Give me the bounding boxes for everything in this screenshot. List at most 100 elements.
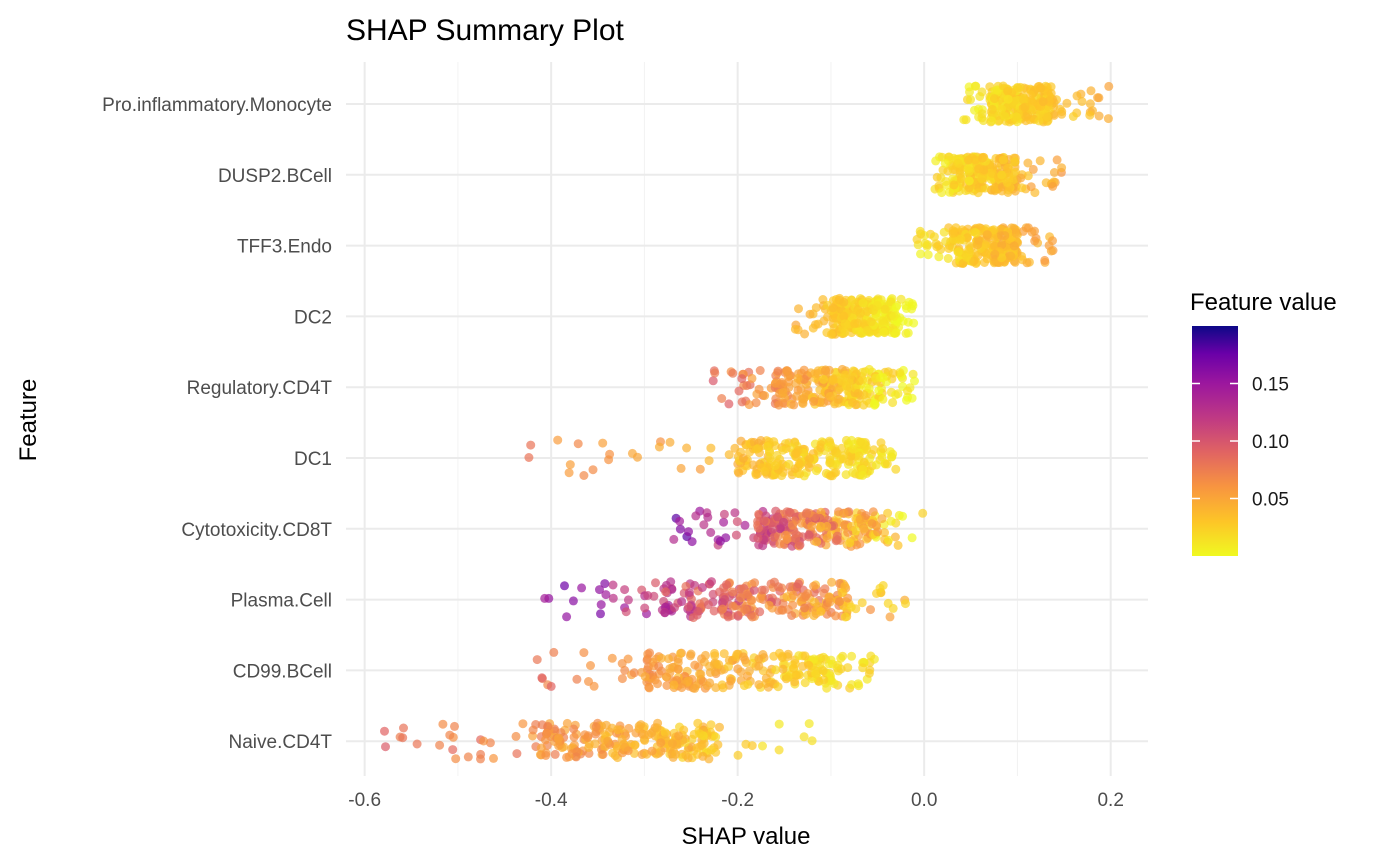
shap-point [754, 680, 764, 690]
shap-point [912, 234, 922, 244]
shap-point [939, 227, 949, 237]
shap-point [800, 603, 810, 613]
shap-point [773, 682, 783, 692]
shap-point [874, 386, 884, 396]
shap-point [524, 453, 534, 462]
shap-point [540, 593, 550, 603]
shap-point [825, 458, 835, 468]
shap-point [696, 669, 706, 679]
shap-point [813, 369, 823, 378]
shap-point [832, 535, 842, 545]
shap-point [784, 459, 794, 469]
shap-point [819, 652, 828, 662]
shap-point [601, 590, 611, 600]
shap-point [687, 537, 697, 547]
shap-point [826, 440, 836, 450]
shap-point [662, 681, 672, 690]
shap-point [1062, 98, 1072, 108]
shap-point [613, 725, 623, 735]
shap-point [834, 385, 844, 395]
shap-point [537, 720, 547, 730]
y-tick-label: DC1 [294, 449, 332, 470]
shap-point [805, 309, 815, 319]
shap-point [772, 450, 782, 460]
shap-point [722, 580, 731, 590]
shap-point [711, 732, 721, 742]
shap-point [761, 673, 771, 683]
shap-point [970, 105, 979, 115]
shap-point [710, 648, 719, 658]
shap-point [751, 398, 761, 408]
shap-point [839, 297, 849, 307]
shap-point [665, 664, 675, 674]
shap-point [840, 327, 850, 337]
shap-point [816, 440, 826, 450]
legend-tick-label: 0.05 [1252, 490, 1289, 511]
shap-point [661, 587, 671, 597]
y-tick-label: Naive.CD4T [229, 732, 333, 753]
shap-point [595, 585, 604, 595]
shap-point [932, 172, 942, 182]
shap-point [839, 311, 849, 321]
shap-point [398, 733, 408, 743]
shap-point [804, 719, 814, 729]
shap-point [833, 394, 843, 404]
shap-point [819, 374, 828, 384]
shap-point [617, 734, 627, 744]
shap-point [740, 520, 750, 530]
shap-point [788, 600, 798, 610]
y-tick-labels: Pro.inflammatory.Monocyte DUSP2.BCell TFF3… [102, 95, 332, 753]
shap-point [898, 511, 908, 521]
shap-point [791, 670, 801, 680]
shap-point [674, 731, 684, 741]
shap-point [977, 113, 987, 123]
shap-point [1023, 158, 1033, 168]
shap-point [742, 590, 752, 600]
shap-point [603, 736, 613, 746]
shap-point [654, 662, 664, 671]
shap-point [579, 471, 589, 480]
shap-point [651, 578, 660, 588]
shap-point [526, 440, 536, 450]
y-tick-label: DUSP2.BCell [218, 166, 332, 187]
shap-point [1003, 86, 1013, 96]
shap-point [789, 400, 799, 410]
y-tick-label: Pro.inflammatory.Monocyte [102, 95, 332, 116]
shap-point [1068, 112, 1078, 121]
shap-point [778, 388, 788, 397]
shap-point [690, 683, 700, 693]
shap-point [965, 87, 974, 97]
shap-point [903, 386, 912, 396]
shap-point [990, 94, 999, 104]
shap-point [907, 533, 917, 543]
shap-point [909, 318, 919, 328]
shap-point [871, 460, 881, 470]
shap-point [809, 611, 819, 621]
shap-point [787, 520, 797, 530]
shap-point [845, 373, 855, 383]
shap-point [604, 455, 614, 465]
shap-point [826, 329, 836, 339]
shap-point [816, 607, 826, 616]
shap-point [512, 749, 522, 759]
shap-point [791, 534, 801, 543]
shap-point [620, 742, 630, 752]
shap-point [623, 595, 633, 605]
shap-point [969, 256, 978, 266]
shap-point [769, 577, 779, 587]
shap-point [676, 648, 685, 658]
shap-point [660, 728, 670, 738]
x-tick-label: -0.4 [535, 790, 568, 811]
shap-point [955, 169, 965, 179]
shap-point [878, 316, 887, 326]
shap-point [669, 680, 679, 690]
shap-point [820, 584, 830, 594]
shap-point [714, 660, 724, 669]
shap-point [708, 376, 718, 386]
shap-point [650, 675, 660, 685]
shap-point [451, 754, 461, 764]
y-tick-label: Plasma.Cell [231, 591, 332, 612]
shap-point [882, 459, 892, 469]
shap-point [588, 465, 598, 475]
shap-point [728, 601, 738, 611]
